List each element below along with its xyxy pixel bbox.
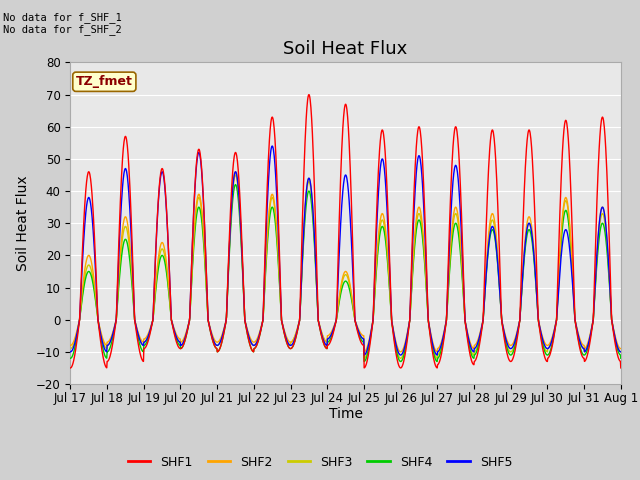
Y-axis label: Soil Heat Flux: Soil Heat Flux [17,175,30,271]
Text: No data for f_SHF_2: No data for f_SHF_2 [3,24,122,35]
Title: Soil Heat Flux: Soil Heat Flux [284,40,408,58]
X-axis label: Time: Time [328,408,363,421]
Legend: SHF1, SHF2, SHF3, SHF4, SHF5: SHF1, SHF2, SHF3, SHF4, SHF5 [123,451,517,474]
Text: TZ_fmet: TZ_fmet [76,75,132,88]
Text: No data for f_SHF_1: No data for f_SHF_1 [3,12,122,23]
